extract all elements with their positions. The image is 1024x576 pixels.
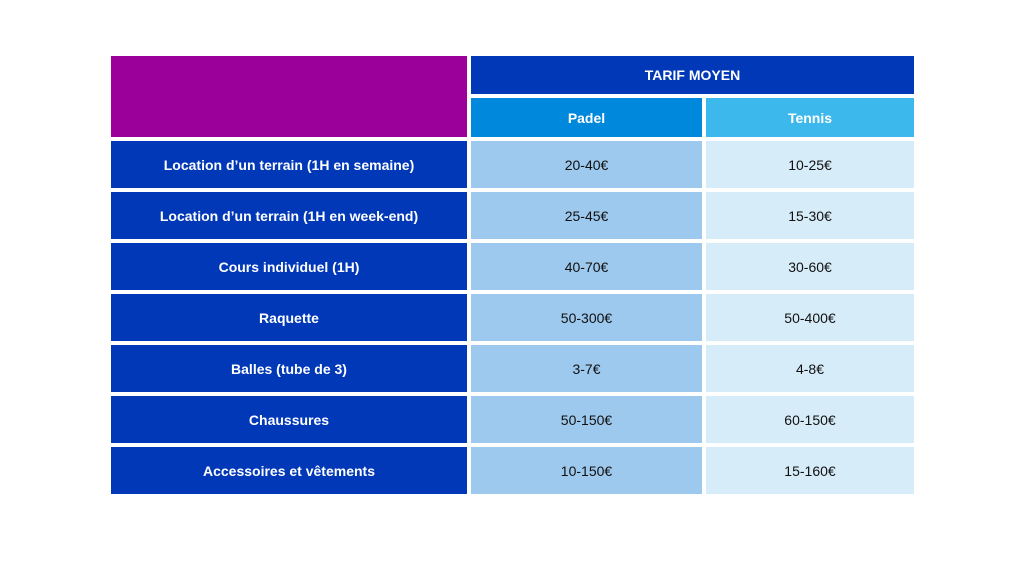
tennis-price-cell: 60-150€ bbox=[706, 396, 914, 443]
padel-price-cell: 40-70€ bbox=[471, 243, 702, 290]
row-label: Cours individuel (1H) bbox=[111, 243, 467, 290]
column-header-padel: Padel bbox=[471, 98, 702, 137]
padel-price-cell: 50-300€ bbox=[471, 294, 702, 341]
padel-price-cell: 10-150€ bbox=[471, 447, 702, 494]
row-label: Balles (tube de 3) bbox=[111, 345, 467, 392]
padel-price-cell: 25-45€ bbox=[471, 192, 702, 239]
tennis-price-cell: 50-400€ bbox=[706, 294, 914, 341]
row-label: Location d’un terrain (1H en semaine) bbox=[111, 141, 467, 188]
padel-price-cell: 3-7€ bbox=[471, 345, 702, 392]
row-label: Chaussures bbox=[111, 396, 467, 443]
table-header: TARIF MOYEN bbox=[471, 56, 914, 94]
tennis-price-cell: 30-60€ bbox=[706, 243, 914, 290]
tennis-price-cell: 4-8€ bbox=[706, 345, 914, 392]
padel-price-cell: 20-40€ bbox=[471, 141, 702, 188]
row-label: Raquette bbox=[111, 294, 467, 341]
column-header-tennis: Tennis bbox=[706, 98, 914, 137]
row-label: Location d’un terrain (1H en week-end) bbox=[111, 192, 467, 239]
row-label: Accessoires et vêtements bbox=[111, 447, 467, 494]
padel-price-cell: 50-150€ bbox=[471, 396, 702, 443]
tennis-price-cell: 15-30€ bbox=[706, 192, 914, 239]
corner-cell bbox=[111, 56, 467, 137]
tennis-price-cell: 10-25€ bbox=[706, 141, 914, 188]
price-table: TARIF MOYEN Padel Tennis Location d’un t… bbox=[111, 56, 914, 494]
tennis-price-cell: 15-160€ bbox=[706, 447, 914, 494]
